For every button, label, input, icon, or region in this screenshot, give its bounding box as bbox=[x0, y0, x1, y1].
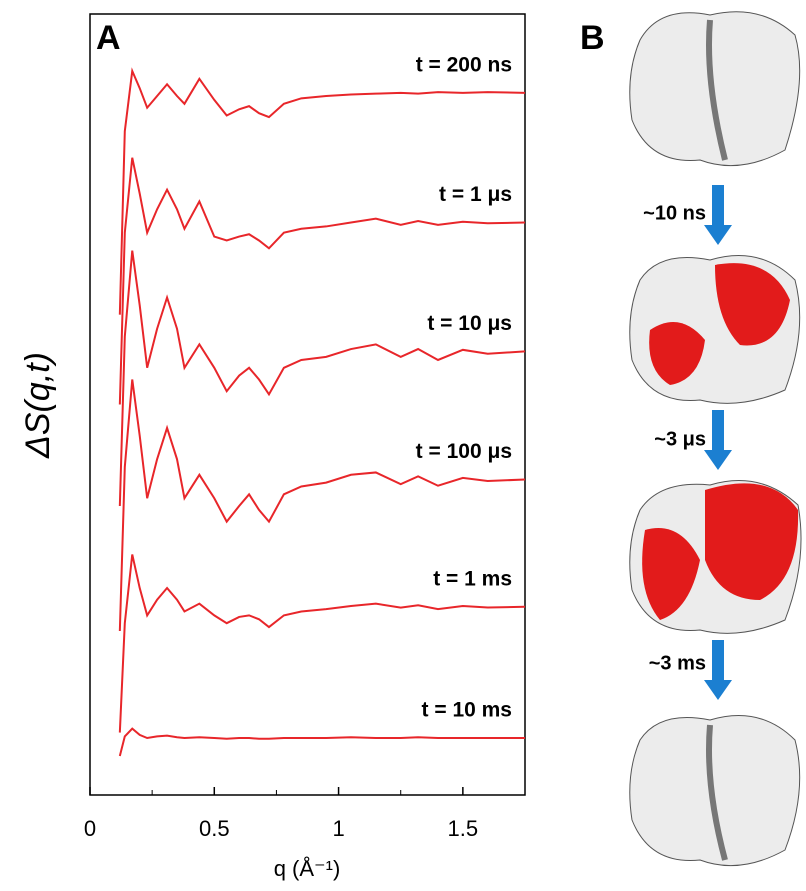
step-label: ~3 μs bbox=[654, 428, 706, 450]
series-label: t = 1 μs bbox=[439, 183, 512, 206]
x-tick-label: 0 bbox=[84, 816, 96, 841]
protein-intermediate-2 bbox=[629, 480, 802, 634]
series-line bbox=[118, 727, 525, 757]
series-label: t = 1 ms bbox=[433, 567, 512, 590]
protein-structures bbox=[629, 11, 802, 867]
step-label: ~10 ns bbox=[643, 202, 706, 224]
x-axis-label: q (Å⁻¹) bbox=[274, 856, 341, 881]
series-label: t = 10 ms bbox=[422, 699, 512, 722]
x-tick-label: 1.5 bbox=[448, 816, 479, 841]
panel-label: A bbox=[96, 19, 121, 57]
series-line bbox=[118, 157, 526, 405]
y-axis-label: ΔS(q,t) bbox=[19, 352, 57, 459]
protein-intermediate-1 bbox=[629, 255, 801, 404]
x-tick-label: 0.5 bbox=[199, 816, 230, 841]
series-label: t = 100 μs bbox=[416, 440, 512, 463]
protein-final bbox=[629, 715, 801, 867]
arrows bbox=[704, 185, 732, 700]
x-tick-label: 1 bbox=[332, 816, 344, 841]
panel-label: B bbox=[580, 19, 605, 57]
protein-native bbox=[629, 11, 801, 167]
series-line bbox=[118, 554, 526, 733]
series-label: t = 200 ns bbox=[416, 53, 512, 76]
series-line bbox=[118, 250, 526, 507]
series-line bbox=[118, 67, 526, 315]
plot-frame bbox=[89, 13, 526, 796]
series-line bbox=[118, 379, 526, 632]
step-label: ~3 ms bbox=[649, 652, 706, 674]
series-label: t = 10 μs bbox=[427, 312, 512, 335]
